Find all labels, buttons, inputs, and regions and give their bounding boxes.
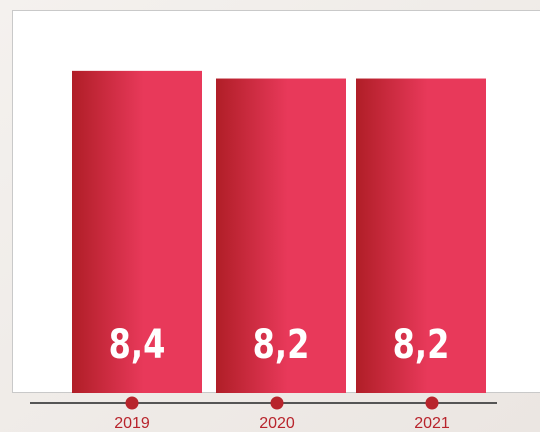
axis-dot	[270, 396, 284, 410]
x-tick-label: 2020	[259, 415, 295, 432]
value-label: 8,2	[393, 320, 450, 367]
bar	[356, 78, 486, 393]
bar	[216, 78, 346, 393]
axis-dot	[125, 396, 139, 410]
bar	[72, 70, 202, 394]
labels: 8,4 2019 8,2 2020 8,2 2021	[109, 320, 450, 432]
value-label: 8,2	[253, 320, 310, 367]
x-tick-label: 2019	[114, 415, 150, 432]
x-tick-label: 2021	[414, 415, 450, 432]
axis-dot	[425, 396, 439, 410]
bars	[72, 70, 486, 394]
value-label: 8,4	[109, 320, 166, 367]
